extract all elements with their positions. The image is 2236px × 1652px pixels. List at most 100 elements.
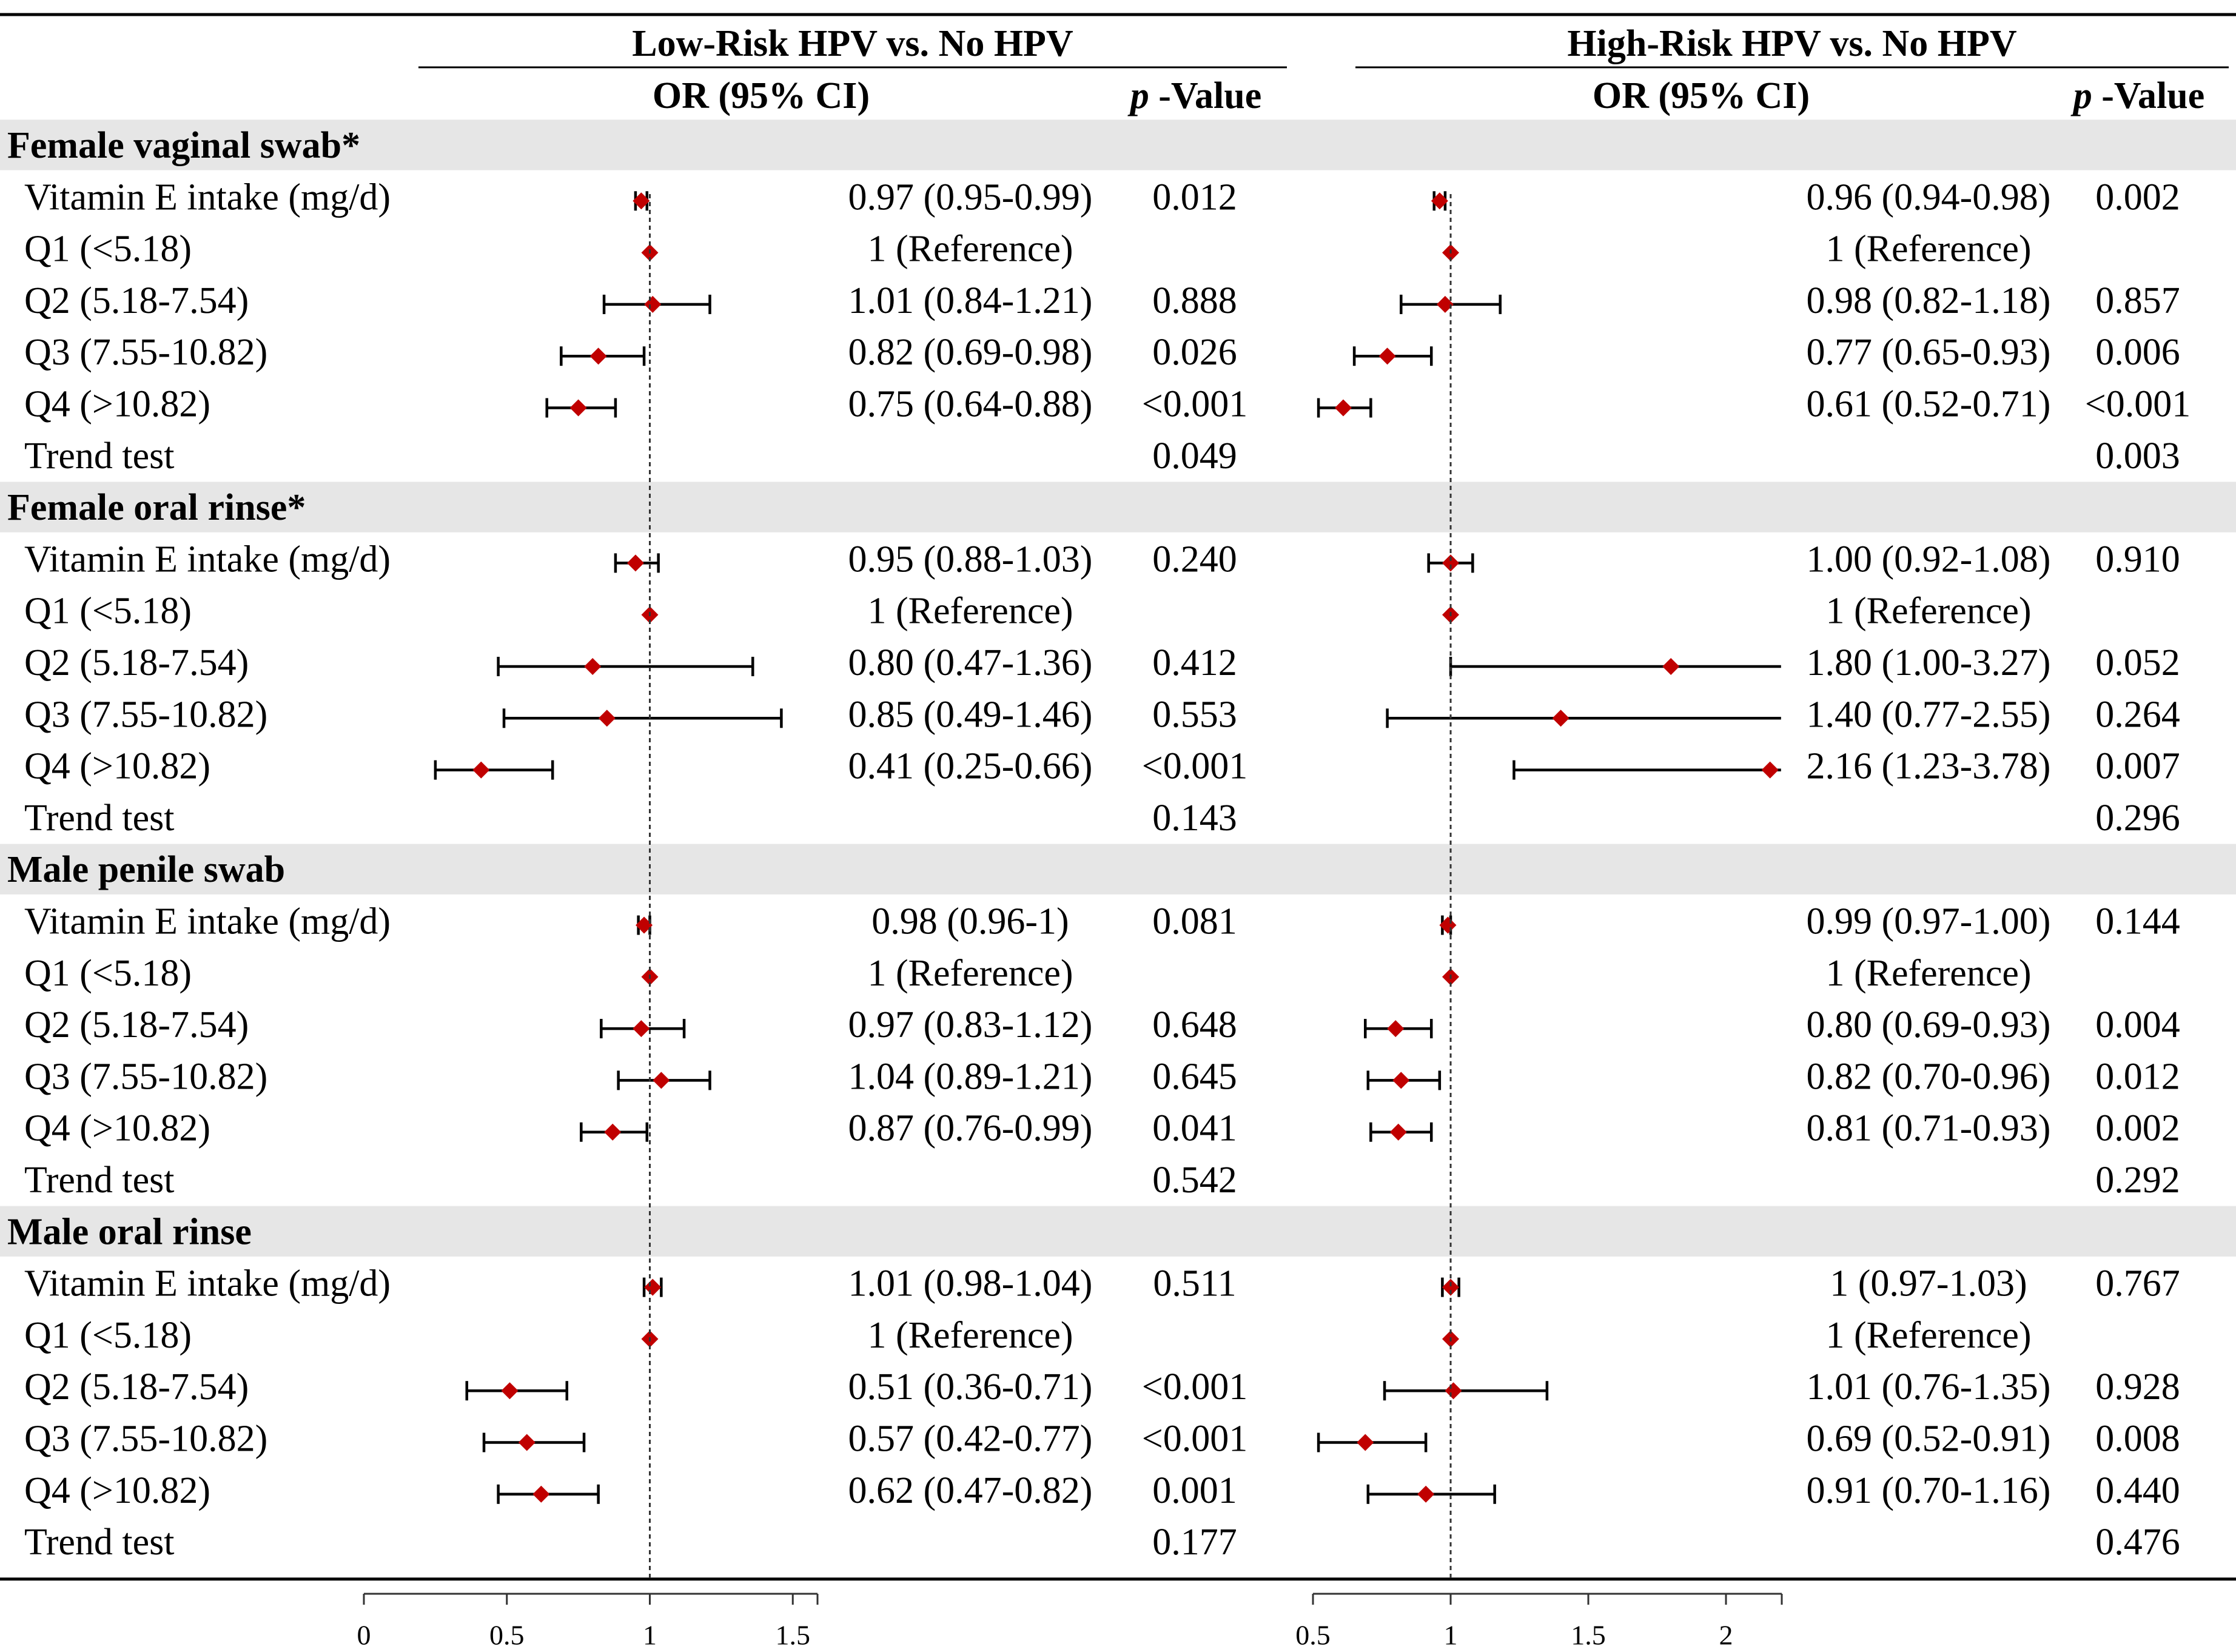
p-value-high: 0.008 [2095, 1419, 2180, 1460]
row-label: Trend test [24, 435, 174, 477]
row-label: Q4 (>10.82) [24, 1470, 210, 1511]
row-label: Q2 (5.18-7.54) [24, 1366, 249, 1408]
x-tick-label-low: 1.5 [776, 1620, 811, 1651]
or-marker-low [644, 295, 662, 313]
row-label: Q4 (>10.82) [24, 746, 210, 787]
p-value-high: 0.006 [2095, 332, 2180, 373]
p-value-low: <0.001 [1142, 1419, 1247, 1460]
p-value-low: 0.143 [1152, 797, 1237, 839]
p-value-high: <0.001 [2085, 384, 2191, 425]
p-value-low: 0.012 [1152, 176, 1237, 218]
p-value-high: 0.928 [2095, 1366, 2180, 1408]
or-ci-text-low: 1 (Reference) [867, 591, 1073, 632]
row-label: Q2 (5.18-7.54) [24, 642, 249, 683]
x-tick-label-low: 0 [357, 1620, 371, 1651]
p-value-low: 0.412 [1152, 642, 1237, 683]
or-marker-low [532, 1485, 550, 1503]
p-value-high: 0.003 [2095, 435, 2180, 477]
or-marker-low [644, 1278, 662, 1296]
p-value-low: 0.041 [1152, 1108, 1237, 1149]
row-label: Vitamin E intake (mg/d) [24, 176, 391, 218]
row-label: Q1 (<5.18) [24, 953, 192, 994]
section-band [0, 1206, 2236, 1257]
p-value-high: 0.767 [2095, 1263, 2180, 1304]
p-value-low: 0.240 [1152, 539, 1237, 580]
row-label: Q3 (7.55-10.82) [24, 694, 267, 735]
or-ci-text-high: 0.69 (0.52-0.91) [1807, 1419, 2051, 1460]
or-ci-text-low: 0.57 (0.42-0.77) [848, 1419, 1093, 1460]
p-value-header-low: p -Value [1127, 75, 1261, 116]
or-ci-text-low: 0.85 (0.49-1.46) [848, 694, 1093, 735]
p-header-rest: -Value [1149, 75, 1261, 116]
row-label: Vitamin E intake (mg/d) [24, 901, 391, 942]
p-value-header-high: p -Value [2070, 75, 2204, 116]
x-tick-label-low: 1 [643, 1620, 657, 1651]
row-label: Q2 (5.18-7.54) [24, 280, 249, 321]
p-value-low: 0.648 [1152, 1004, 1237, 1046]
or-ci-text-low: 0.97 (0.95-0.99) [848, 176, 1093, 218]
p-value-low: 0.001 [1152, 1470, 1237, 1511]
or-ci-text-high: 1 (0.97-1.03) [1830, 1263, 2027, 1304]
section-title: Male penile swab [7, 849, 285, 890]
or-marker-low [598, 710, 616, 727]
p-value-low: 0.026 [1152, 332, 1237, 373]
or-header-high: OR (95% CI) [1593, 75, 1810, 116]
or-marker-high [1387, 1020, 1405, 1038]
or-marker-high [1389, 1123, 1407, 1141]
or-ci-text-low: 1.04 (0.89-1.21) [848, 1056, 1093, 1097]
p-value-low: <0.001 [1142, 746, 1247, 787]
or-ci-text-high: 1.80 (1.00-3.27) [1807, 642, 2051, 683]
or-ci-text-low: 0.51 (0.36-0.71) [848, 1366, 1093, 1408]
p-value-high: 0.144 [2095, 901, 2180, 942]
or-marker-low [626, 554, 644, 572]
or-marker-low [501, 1382, 519, 1400]
p-value-high: 0.857 [2095, 280, 2180, 321]
row-label: Trend test [24, 1160, 174, 1201]
section-title: Male oral rinse [7, 1211, 252, 1252]
section-band [0, 482, 2236, 532]
or-marker-low [569, 399, 587, 417]
or-ci-text-high: 0.99 (0.97-1.00) [1807, 901, 2051, 942]
x-tick-label-low: 0.5 [489, 1620, 525, 1651]
p-value-high: 0.476 [2095, 1522, 2180, 1563]
row-label: Vitamin E intake (mg/d) [24, 539, 391, 580]
or-ci-text-low: 0.97 (0.83-1.12) [848, 1004, 1093, 1046]
p-value-high: 0.264 [2095, 694, 2180, 735]
p-value-high: 0.002 [2095, 176, 2180, 218]
or-ci-text-high: 0.61 (0.52-0.71) [1807, 384, 2051, 425]
x-tick-label-high: 1.5 [1571, 1620, 1606, 1651]
section-band [0, 844, 2236, 895]
or-ci-text-high: 0.98 (0.82-1.18) [1807, 280, 2051, 321]
or-marker-high [1431, 192, 1448, 210]
or-ci-text-high: 1 (Reference) [1825, 229, 2031, 270]
or-ci-text-low: 0.80 (0.47-1.36) [848, 642, 1093, 683]
panel-title-low: Low-Risk HPV vs. No HPV [632, 23, 1073, 64]
or-marker-low [604, 1123, 622, 1141]
or-marker-high [1436, 295, 1454, 313]
or-marker-low [653, 1072, 670, 1089]
p-value-low: 0.645 [1152, 1056, 1237, 1097]
or-marker-high [1442, 1278, 1459, 1296]
or-ci-text-high: 0.82 (0.70-0.96) [1807, 1056, 2051, 1097]
x-tick-label-high: 2 [1719, 1620, 1733, 1651]
panel-title-high: High-Risk HPV vs. No HPV [1567, 23, 2016, 64]
p-value-low: 0.049 [1152, 435, 1237, 477]
or-ci-text-high: 0.80 (0.69-0.93) [1807, 1004, 2051, 1046]
or-ci-text-low: 0.98 (0.96-1) [871, 901, 1069, 942]
or-marker-high [1357, 1434, 1374, 1451]
p-value-high: 0.012 [2095, 1056, 2180, 1097]
p-value-high: 0.292 [2095, 1160, 2180, 1201]
section-title: Female vaginal swab* [7, 125, 360, 166]
or-marker-low [589, 348, 607, 365]
section-band [0, 119, 2236, 170]
row-label: Q3 (7.55-10.82) [24, 1056, 267, 1097]
or-ci-text-high: 1 (Reference) [1825, 953, 2031, 994]
row-label: Q1 (<5.18) [24, 1315, 192, 1356]
row-label: Trend test [24, 1522, 174, 1563]
row-label: Q1 (<5.18) [24, 229, 192, 270]
p-value-low: <0.001 [1142, 384, 1247, 425]
p-value-high: 0.007 [2095, 746, 2180, 787]
or-ci-text-high: 0.77 (0.65-0.93) [1807, 332, 2051, 373]
or-marker-high [1761, 761, 1779, 779]
or-ci-text-low: 1 (Reference) [867, 229, 1073, 270]
